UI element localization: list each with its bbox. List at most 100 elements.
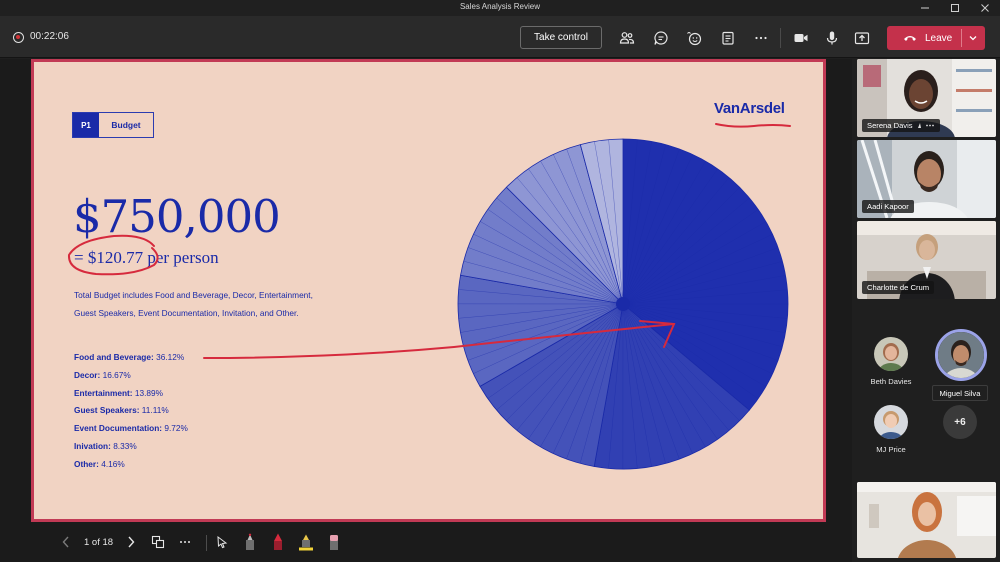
breakdown-value: 11.11% bbox=[141, 405, 169, 416]
breakdown-row: Food and Beverage: 36.12% bbox=[74, 349, 188, 367]
breakdown-label: Other: bbox=[74, 458, 99, 469]
nav-divider bbox=[206, 535, 207, 551]
pie-center bbox=[616, 297, 630, 311]
more-participants-button[interactable]: +6 bbox=[943, 405, 977, 439]
pie-texture-line bbox=[622, 160, 706, 305]
chevron-right-icon bbox=[128, 536, 135, 548]
breakdown-label: Event Documentation: bbox=[74, 423, 163, 434]
close-button[interactable] bbox=[970, 0, 1000, 16]
close-icon bbox=[981, 4, 989, 12]
slide-more-button[interactable] bbox=[175, 532, 195, 552]
more-icon[interactable] bbox=[751, 28, 771, 48]
pie-texture-line bbox=[622, 303, 788, 319]
avatar bbox=[935, 329, 987, 381]
video-tile[interactable]: Serena Davis bbox=[857, 59, 996, 137]
breakdown-label: Guest Speakers: bbox=[74, 405, 140, 416]
pie-texture-line bbox=[622, 303, 759, 399]
laser-pointer-icon bbox=[246, 533, 254, 550]
pie-texture-line bbox=[622, 209, 759, 305]
pie-texture-line bbox=[594, 141, 624, 305]
breakdown-value: 16.67% bbox=[102, 369, 131, 380]
eraser-tool[interactable] bbox=[324, 532, 344, 552]
pie-texture-line bbox=[622, 154, 693, 305]
vanarsdel-logo: VanArsdel bbox=[714, 100, 785, 117]
people-icon[interactable] bbox=[617, 28, 637, 48]
participant-name: Serena Davis bbox=[867, 121, 913, 130]
self-video-tile[interactable] bbox=[857, 482, 996, 558]
pie-texture-line bbox=[622, 168, 718, 305]
maximize-button[interactable] bbox=[940, 0, 970, 16]
budget-description: Total Budget includes Food and Beverage,… bbox=[74, 287, 384, 322]
minimize-icon bbox=[921, 7, 929, 9]
participant-name: Charlotte de Crum bbox=[867, 283, 930, 292]
highlighter-icon bbox=[299, 534, 313, 551]
video-tile[interactable]: Aadi Kapoor bbox=[857, 140, 996, 218]
pie-texture-line bbox=[540, 160, 624, 305]
take-control-button[interactable]: Take control bbox=[520, 26, 602, 49]
participant-name: Aadi Kapoor bbox=[867, 202, 909, 211]
pie-texture-line bbox=[622, 303, 786, 333]
pie-texture-line bbox=[463, 260, 624, 305]
pie-texture-line bbox=[622, 187, 740, 305]
participant-avatar-beth[interactable]: Beth Davies bbox=[861, 337, 921, 386]
description-line: Total Budget includes Food and Beverage,… bbox=[74, 290, 313, 300]
breakdown-value: 36.12% bbox=[156, 352, 185, 362]
pie-texture-line bbox=[458, 303, 624, 319]
shared-slide: P1 Budget VanArsdel $750,000 = $120.77 p… bbox=[31, 59, 826, 522]
avatar-name: MJ Price bbox=[876, 445, 906, 454]
breakdown-label: Entertainment: bbox=[74, 387, 133, 398]
chevron-down-icon[interactable] bbox=[967, 32, 979, 44]
pie-texture-line bbox=[622, 148, 680, 305]
pie-texture-line bbox=[467, 247, 624, 305]
breakdown-label: Food and Beverage: bbox=[74, 352, 154, 362]
mic-icon[interactable] bbox=[822, 28, 842, 48]
pie-texture-line bbox=[608, 139, 624, 305]
pie-texture-line bbox=[458, 289, 624, 305]
window-title: Sales Analysis Review bbox=[459, 2, 541, 11]
previous-slide-button[interactable] bbox=[56, 532, 76, 552]
breakdown-value: 9.72% bbox=[164, 423, 188, 434]
ink-logo-underline bbox=[715, 123, 791, 128]
eraser-icon bbox=[330, 535, 338, 550]
participant-options-icon[interactable] bbox=[917, 122, 935, 129]
budget-chip: P1 Budget bbox=[72, 112, 154, 138]
title-bar: Sales Analysis Review bbox=[0, 0, 1000, 16]
pie-texture-line bbox=[622, 197, 750, 305]
highlighter-tool[interactable] bbox=[296, 532, 316, 552]
breakdown-row: Event Documentation: 9.72% bbox=[74, 420, 188, 438]
more-icon bbox=[180, 541, 190, 543]
pie-texture-line bbox=[473, 233, 624, 305]
page-indicator: 1 of 18 bbox=[84, 537, 114, 548]
chat-icon[interactable] bbox=[651, 28, 671, 48]
share-icon[interactable] bbox=[852, 28, 872, 48]
meeting-timer: 00:22:06 bbox=[30, 31, 69, 42]
camera-icon[interactable] bbox=[791, 28, 811, 48]
participant-avatar-miguel[interactable] bbox=[931, 329, 991, 381]
avatar bbox=[874, 337, 908, 371]
reactions-icon[interactable] bbox=[684, 28, 704, 48]
breakdown-row: Guest Speakers: 11.11% bbox=[74, 402, 188, 420]
pie-texture-line bbox=[622, 303, 779, 361]
participants-panel: Serena Davis Aadi Kapoor bbox=[852, 59, 1000, 562]
minimize-button[interactable] bbox=[910, 0, 940, 16]
avatar bbox=[874, 405, 908, 439]
avatar-name: Miguel Silva bbox=[932, 385, 988, 401]
meeting-toolbar: 00:22:06 Take control Leave bbox=[0, 16, 1000, 58]
chip-number: P1 bbox=[73, 113, 99, 137]
participant-avatar-mj[interactable]: MJ Price bbox=[861, 405, 921, 454]
laser-pointer-tool[interactable] bbox=[240, 532, 260, 552]
leave-button[interactable]: Leave bbox=[887, 26, 985, 50]
next-slide-button[interactable] bbox=[121, 532, 141, 552]
per-person-amount: = $120.77 per person bbox=[74, 248, 219, 267]
pie-texture-line bbox=[622, 139, 638, 305]
pointer-tool[interactable] bbox=[212, 532, 232, 552]
video-tile[interactable]: Charlotte de Crum bbox=[857, 221, 996, 299]
participant-video-aadi bbox=[857, 140, 996, 218]
slide-nav-bar: 1 of 18 bbox=[0, 524, 852, 562]
pen-tool[interactable] bbox=[268, 532, 288, 552]
notes-icon[interactable] bbox=[718, 28, 738, 48]
pointer-icon bbox=[217, 535, 228, 549]
grid-view-button[interactable] bbox=[148, 532, 168, 552]
toolbar-divider bbox=[780, 28, 781, 48]
budget-breakdown: Food and Beverage: 36.12% Decor: 16.67% … bbox=[74, 349, 188, 474]
